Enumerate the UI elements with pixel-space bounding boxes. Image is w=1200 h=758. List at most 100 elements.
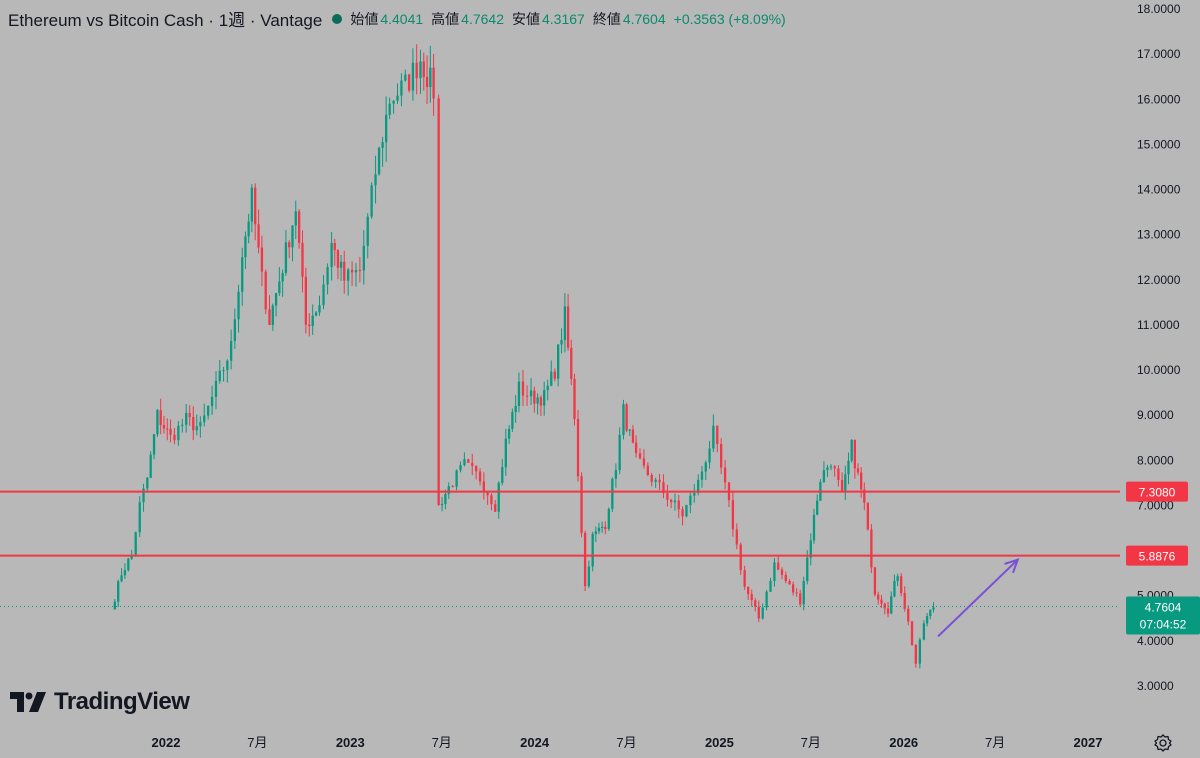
candle-body	[716, 425, 719, 444]
candle-body	[877, 594, 880, 600]
candle-body	[777, 562, 780, 570]
candle-body	[490, 495, 493, 505]
candle-body	[563, 306, 567, 341]
candle-body	[138, 502, 141, 533]
candle-body	[604, 526, 607, 530]
candle-body	[463, 459, 466, 466]
candle-body	[560, 340, 563, 345]
candle-body	[802, 581, 805, 605]
candle-body	[918, 639, 922, 664]
candle-body	[291, 225, 294, 248]
level-price-label: 5.8876	[1139, 550, 1176, 564]
candle-body	[284, 242, 288, 274]
candle-body	[134, 532, 137, 555]
candle-body	[525, 395, 529, 397]
candle-body	[638, 453, 642, 459]
candle-body	[809, 540, 812, 558]
candle-body	[177, 425, 180, 441]
candle-body	[199, 422, 202, 427]
x-tick-label: 7月	[985, 735, 1005, 750]
x-tick-label: 7月	[247, 735, 267, 750]
y-tick-label: 18.0000	[1137, 2, 1181, 16]
candle-body	[432, 67, 435, 99]
candle-body	[123, 570, 127, 576]
y-tick-label: 7.0000	[1137, 498, 1174, 512]
candle-body	[210, 396, 214, 407]
candle-body	[440, 504, 444, 506]
candle-body	[591, 533, 594, 567]
candle-body	[392, 100, 395, 104]
candle-body	[444, 493, 447, 505]
candle-body	[557, 344, 560, 379]
candle-body	[370, 185, 373, 217]
candle-body	[795, 592, 798, 594]
candle-body	[860, 472, 863, 490]
candle-body	[573, 378, 576, 419]
candle-body	[381, 142, 384, 148]
y-tick-label: 14.0000	[1137, 183, 1181, 197]
candle-body	[791, 584, 795, 593]
candle-body	[226, 360, 229, 371]
candle-body	[750, 594, 753, 601]
low-value: 4.3167	[541, 10, 585, 27]
candle-body	[611, 478, 614, 509]
candle-body	[130, 554, 133, 559]
candle-body	[120, 575, 123, 582]
candle-body	[907, 608, 910, 622]
candle-body	[607, 508, 610, 530]
trend-arrow-line	[937, 558, 1019, 638]
candle-body	[459, 465, 462, 471]
candle-body	[536, 397, 539, 404]
candle-body	[754, 600, 757, 607]
candle-body	[700, 471, 704, 480]
candle-body	[429, 67, 432, 88]
candle-body	[415, 62, 418, 79]
candle-body	[374, 174, 377, 186]
bar-countdown-label: 07:04:52	[1140, 618, 1187, 632]
candle-body	[847, 460, 850, 475]
candle-body	[311, 315, 314, 327]
candle-body	[658, 479, 661, 483]
candle-body	[347, 269, 350, 281]
candle-body	[326, 266, 329, 285]
candle-body	[580, 476, 583, 533]
symbol-title[interactable]: Ethereum vs Bitcoin Cash · 1週 · Vantage	[8, 11, 323, 30]
candle-body	[743, 570, 746, 587]
candle-body	[294, 211, 297, 226]
candle-body	[533, 390, 536, 404]
candle-body	[739, 544, 742, 571]
candle-body	[514, 406, 517, 413]
candle-body	[467, 459, 470, 463]
level-price-label: 7.3080	[1139, 486, 1176, 500]
candle-body	[475, 465, 478, 472]
candle-body	[149, 454, 152, 478]
candle-body	[301, 242, 304, 277]
candle-body	[784, 574, 787, 582]
candle-body	[264, 271, 267, 310]
candle-body	[747, 586, 750, 595]
candle-body	[550, 371, 553, 386]
tradingview-logo-text: TradingView	[54, 688, 190, 715]
candle-body	[254, 187, 257, 225]
candle-body	[455, 470, 458, 487]
candle-body	[622, 404, 625, 435]
candle-body	[863, 489, 866, 503]
candle-body	[773, 562, 776, 581]
level-price-tag	[1126, 545, 1188, 566]
candle-body	[812, 514, 816, 541]
candle-body	[844, 474, 847, 492]
tradingview-logo-icon	[10, 692, 46, 712]
candle-body	[447, 486, 450, 494]
symbol-header: Ethereum vs Bitcoin Cash · 1週 · Vantage …	[8, 6, 794, 31]
candle-body	[411, 62, 415, 91]
candle-body	[670, 499, 673, 503]
market-status-dot	[332, 13, 343, 24]
tradingview-logo[interactable]: TradingView	[10, 688, 190, 716]
settings-gear-icon[interactable]	[1153, 733, 1173, 753]
close-value: 4.7604	[622, 10, 666, 27]
candle-body	[362, 245, 365, 271]
candle-body	[117, 581, 120, 602]
candle-body	[271, 305, 274, 325]
